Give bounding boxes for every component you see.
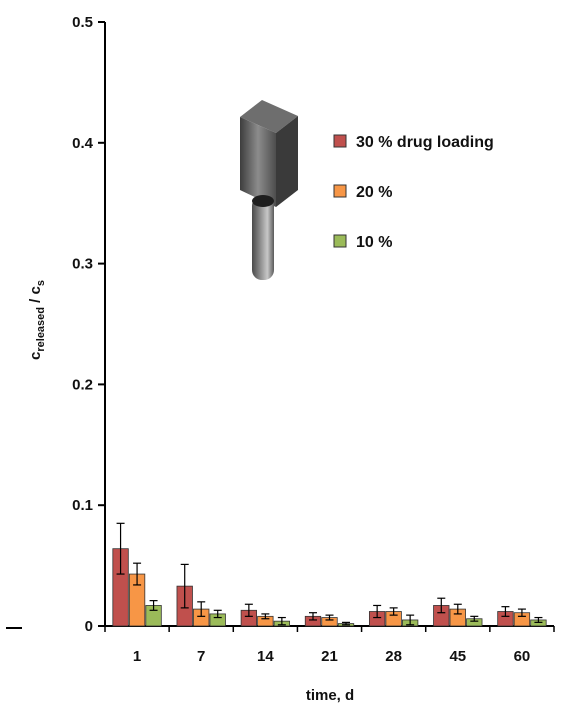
y-tick-label: 0 (85, 618, 93, 635)
error-bar (470, 615, 479, 622)
x-tick-label: 7 (197, 648, 205, 665)
error-bar (342, 621, 350, 626)
legend: 30 % drug loading 20 % 10 % (333, 134, 494, 251)
x-axis-label: time, d (306, 687, 354, 704)
x-tick-group: 1 7 14 21 28 45 60 (104, 626, 555, 665)
error-bar (517, 608, 526, 617)
error-bar (180, 563, 189, 609)
x-tick-label: 45 (449, 648, 466, 665)
y-tick-label: 0.4 (72, 135, 94, 152)
error-bar (325, 614, 334, 621)
error-bar (197, 601, 206, 617)
legend-swatch (333, 134, 347, 148)
error-bar (213, 609, 222, 619)
legend-swatch (333, 234, 347, 248)
y-axis-label: creleased / cs (27, 280, 47, 360)
x-tick-label: 28 (385, 648, 402, 665)
error-bar (389, 607, 398, 616)
y-label-sub2: s (35, 280, 47, 286)
error-bar (453, 603, 462, 615)
error-bar (501, 606, 510, 617)
x-tick-label: 60 (514, 648, 531, 665)
error-bar (309, 612, 317, 621)
error-bar (534, 616, 543, 623)
x-tick-label: 21 (321, 648, 338, 665)
x-tick-label: 1 (133, 648, 141, 665)
implant-rod-icon (240, 100, 298, 280)
legend-label: 30 % drug loading (356, 134, 494, 151)
y-tick-group: 0 0.1 0.2 0.3 0.4 0.5 (72, 14, 105, 635)
error-bar (437, 597, 446, 614)
y-tick-label: 0.2 (72, 376, 93, 393)
legend-label: 20 % (356, 184, 392, 201)
error-bar-group (116, 522, 543, 626)
error-bar (116, 522, 125, 575)
legend-item: 20 % (333, 184, 392, 201)
error-bar (133, 562, 142, 586)
error-bar (244, 603, 253, 617)
error-bar (406, 614, 415, 626)
legend-item: 10 % (333, 234, 392, 251)
error-bar (261, 613, 270, 620)
y-label-main: c (27, 352, 44, 360)
error-bar (149, 600, 158, 611)
y-label-sep: / c (27, 286, 44, 307)
legend-item: 30 % drug loading (333, 134, 494, 151)
x-tick-label: 14 (257, 648, 274, 665)
y-tick-label: 0.3 (72, 256, 93, 273)
y-tick-label: 0.1 (72, 497, 93, 514)
legend-label: 10 % (356, 234, 392, 251)
error-bar (277, 616, 286, 626)
y-tick-label: 0.5 (72, 14, 93, 31)
legend-swatch (333, 184, 347, 198)
bar-group (112, 548, 547, 627)
y-label-sub1: released (35, 307, 47, 352)
error-bar (373, 604, 382, 619)
